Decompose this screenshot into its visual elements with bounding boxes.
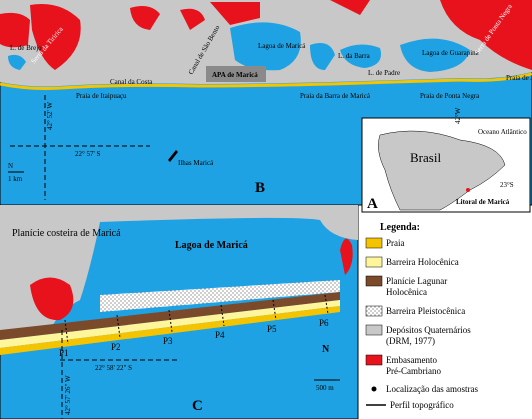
scale: 1 km	[8, 175, 23, 183]
holocene-barrier	[0, 300, 340, 348]
legend-label: Barreira Holocênica	[386, 257, 459, 267]
legend-label-line: (DRM, 1977)	[386, 336, 435, 346]
profile	[272, 299, 277, 321]
panel-label: C	[192, 398, 203, 414]
label: Praia da Barra de Maricá	[300, 92, 371, 100]
label: L. de Brejo	[10, 44, 42, 52]
legend-swatch	[365, 256, 383, 268]
label: Ilhas Maricá	[178, 159, 214, 167]
legend-swatch	[365, 275, 383, 287]
panel-label: A	[367, 196, 378, 212]
north: N	[8, 162, 13, 170]
inset-a: 42°W Oceano Atlântico Brasil 23°S Litora…	[361, 107, 531, 213]
pleistocene-barrier	[100, 280, 340, 312]
legend-dot	[371, 386, 377, 392]
legend-label: Perfil topográfico	[390, 400, 454, 410]
mountains	[0, 0, 532, 70]
label: Lagoa de Maricá	[175, 240, 248, 251]
profile-label: P4	[215, 330, 225, 340]
label: Praia de Jaconé	[506, 74, 532, 82]
lagoon-plain	[0, 292, 340, 340]
legend-label-line: Planície Lagunar	[386, 276, 447, 286]
apa	[206, 66, 266, 82]
legend: Legenda: Praia Barreira Holocênica Planíci…	[365, 222, 478, 410]
islands	[168, 150, 178, 162]
label: Praia de Itaipuaçu	[76, 92, 127, 100]
coordinate: 42° 57' 26" W	[64, 375, 72, 415]
profile	[64, 319, 69, 345]
scale: 500 m	[316, 384, 334, 392]
beach	[0, 72, 532, 90]
legend-label-line: Pré-Cambriano	[386, 366, 441, 376]
label: Planície costeira de Maricá	[12, 228, 121, 239]
basement	[30, 238, 353, 321]
legend-label: Depósitos Quaternários (DRM, 1977)	[386, 325, 471, 346]
legend-label: Praia	[386, 238, 405, 248]
label: L. da Barra	[338, 52, 371, 60]
label: Oceano Atlântico	[478, 128, 527, 136]
legend-label: Planície Lagunar Holocênica	[386, 276, 447, 297]
label: Praia de Ponta Negra	[420, 92, 480, 100]
legend-label: Barreira Pleistocênica	[386, 306, 465, 316]
legend-swatch	[365, 305, 383, 317]
legend-swatch	[365, 237, 383, 249]
label: L. de Padre	[368, 69, 400, 77]
label: APA de Maricá	[212, 71, 258, 79]
coordinate: 42° 52' W	[46, 102, 54, 130]
lagoons	[8, 22, 470, 72]
profile-label: P1	[59, 348, 69, 358]
map-b: L. de Brejo Serra da Tiririca Canal de S…	[0, 0, 532, 206]
label: Litoral de Maricá	[456, 198, 510, 206]
panel-label: B	[255, 180, 265, 196]
coordinate: 23°S	[500, 181, 514, 189]
coordinate: 22° 58' 22" S	[95, 364, 132, 372]
profile-label: P6	[319, 318, 329, 328]
north: N	[322, 344, 330, 355]
legend-label-line: Embasamento	[386, 355, 437, 365]
legend-swatch	[365, 324, 383, 336]
legend-label: Localização das amostras	[386, 384, 478, 394]
label: Canal da Costa	[110, 78, 153, 86]
brazil	[378, 130, 506, 211]
profile	[220, 304, 225, 327]
legend-swatch	[365, 354, 383, 366]
profile-label: P2	[111, 342, 121, 352]
coordinate: 22° 57' S	[75, 150, 101, 158]
coordinate: 42°W	[454, 107, 462, 124]
legend-label: Embasamento Pré-Cambriano	[386, 355, 441, 376]
label: Brasil	[410, 150, 441, 165]
profile-label: P3	[163, 336, 173, 346]
label: Lagoa de Maricá	[258, 42, 306, 50]
site	[466, 188, 470, 192]
profile-label: P5	[267, 324, 277, 334]
legend-title: Legenda:	[380, 222, 420, 233]
legend-label-line: Holocênica	[386, 287, 427, 297]
land	[0, 205, 358, 330]
map-c: Planície costeira de Maricá Lagoa de Mar…	[0, 204, 359, 419]
label: Lagoa de Guarapina	[422, 49, 480, 57]
legend-label-line: Depósitos Quaternários	[386, 325, 471, 335]
profile	[324, 294, 329, 315]
beach	[0, 306, 340, 355]
